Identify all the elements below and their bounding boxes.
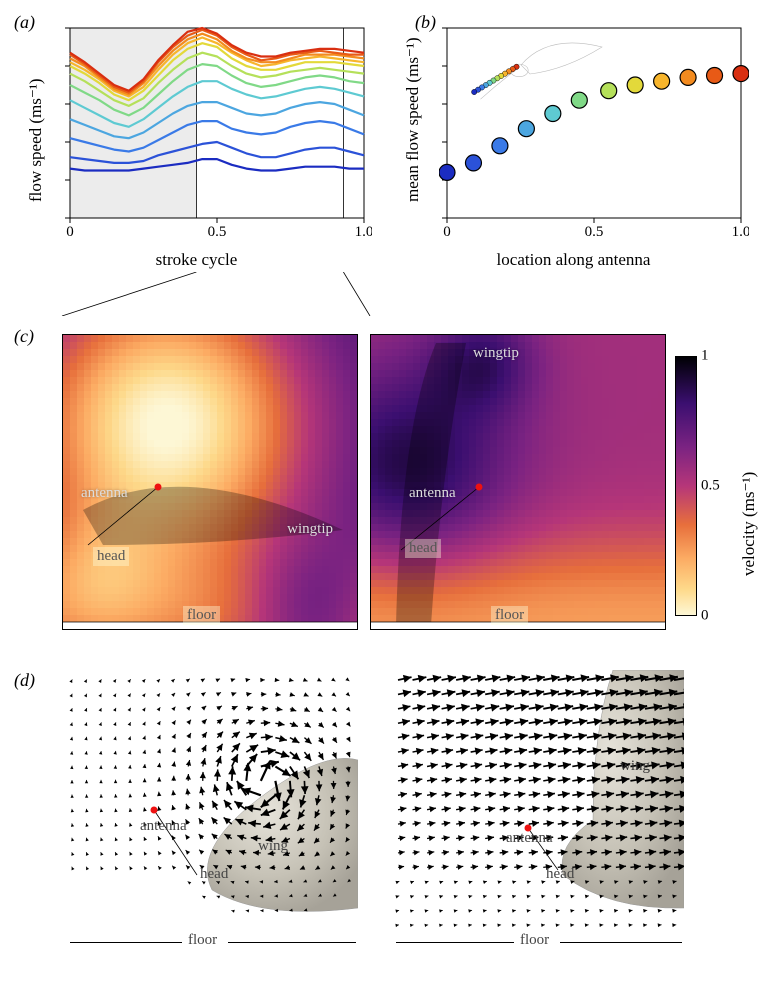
cb-label: velocity (ms⁻¹) <box>739 472 759 576</box>
hm-label-floor-r: floor <box>491 606 528 625</box>
svg-text:0.5: 0.5 <box>208 224 227 240</box>
panel-a: (a) flow speed (ms⁻¹) stroke cycle -0.20… <box>8 12 385 272</box>
vector-field-left: antenna head wing <box>62 670 358 940</box>
svg-text:0: 0 <box>66 224 74 240</box>
svg-text:0.4: 0.4 <box>62 97 63 113</box>
velocity-heatmap-left: antenna wingtip head floor <box>62 334 358 630</box>
panel-d: (d) antenna head wing antenna head wing … <box>8 670 763 970</box>
panel-a-xlabel: stroke cycle <box>156 250 238 270</box>
panel-b-xlabel: location along antenna <box>497 250 651 270</box>
vector-field-right: antenna head wing <box>388 670 684 940</box>
svg-text:0.5: 0.5 <box>585 224 604 240</box>
panel-label-d: (d) <box>14 670 35 691</box>
flow-speed-line-chart: -0.200.20.40.60.800.51.0 <box>62 20 372 240</box>
vec-label-head-r: head <box>546 866 574 883</box>
panel-a-to-c-connectors <box>8 272 763 316</box>
svg-text:0.6: 0.6 <box>62 59 63 75</box>
panel-a-ylabel: flow speed (ms⁻¹) <box>26 78 46 202</box>
svg-text:1.0: 1.0 <box>355 224 372 240</box>
svg-text:0.4: 0.4 <box>439 97 440 113</box>
panel-label-a: (a) <box>14 12 35 33</box>
floor-label-l: floor <box>188 932 217 949</box>
hm-label-antenna-r: antenna <box>409 485 456 502</box>
hm-label-head-r: head <box>405 539 441 558</box>
vec-label-wing-l: wing <box>258 838 288 855</box>
panel-label-c: (c) <box>14 326 34 347</box>
panel-c: (c) antenna wingtip head floor wingtip a… <box>8 326 763 652</box>
vec-label-antenna-r: antenna <box>506 830 553 847</box>
panel-b: (b) mean flow speed (ms⁻¹) location alon… <box>385 12 762 272</box>
velocity-colorbar: 1 0.5 0 velocity (ms⁻¹) <box>675 356 755 616</box>
panel-label-b: (b) <box>415 12 436 33</box>
svg-text:0: 0 <box>443 224 451 240</box>
hm-label-wingtip: wingtip <box>287 521 333 538</box>
floor-label-r: floor <box>520 932 549 949</box>
cb-tick-min: 0 <box>701 608 709 625</box>
hm-label-floor: floor <box>183 606 220 625</box>
cb-tick-max: 1 <box>701 348 709 365</box>
velocity-heatmap-right: wingtip antenna head floor <box>370 334 666 630</box>
hm-label-head: head <box>93 547 129 566</box>
hm-label-wingtip-r: wingtip <box>473 345 519 362</box>
vec-label-antenna-l: antenna <box>140 818 187 835</box>
mean-flow-speed-scatter: -0.200.20.40.60.800.51.0 <box>439 20 749 240</box>
vec-label-wing-r: wing <box>620 758 650 775</box>
hm-label-antenna: antenna <box>81 485 128 502</box>
vec-label-head-l: head <box>200 866 228 883</box>
svg-text:0.6: 0.6 <box>439 59 440 75</box>
panel-b-ylabel: mean flow speed (ms⁻¹) <box>403 37 423 202</box>
svg-text:1.0: 1.0 <box>732 224 749 240</box>
cb-tick-mid: 0.5 <box>701 478 720 495</box>
